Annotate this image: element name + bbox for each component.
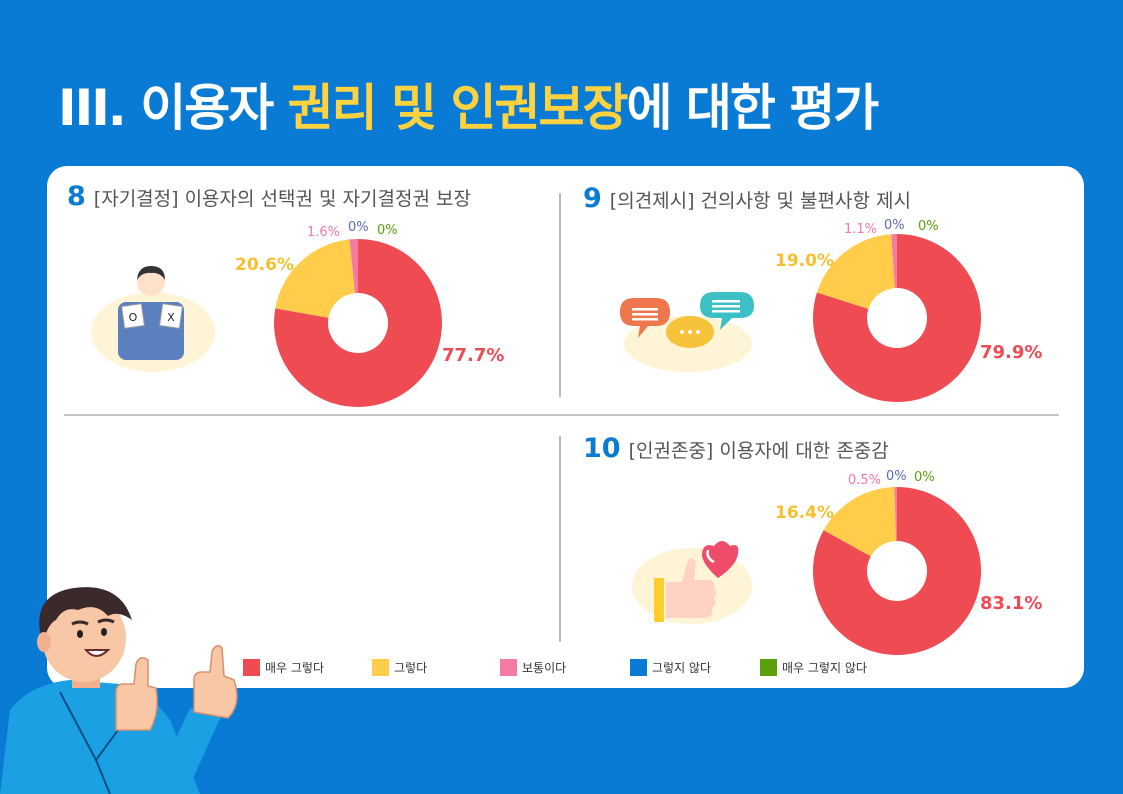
data-label-1: 19.0% xyxy=(775,251,834,271)
legend-item-neutral: 보통이다 xyxy=(500,659,566,676)
svg-text:O: O xyxy=(129,311,138,324)
legend-item-very-agree: 매우 그렇다 xyxy=(243,659,324,676)
question-9-text: [의견제시] 건의사항 및 불편사항 제시 xyxy=(609,190,911,212)
data-label-4: 0% xyxy=(377,223,398,238)
thumbs-up-character-illustration xyxy=(0,587,238,794)
question-10-number: 10 xyxy=(583,433,621,464)
donut-slice-2 xyxy=(894,487,897,542)
donut-slice-0 xyxy=(813,487,981,655)
legend-label: 보통이다 xyxy=(522,661,567,675)
page-title-prefix: III. 이용자 xyxy=(58,79,288,137)
data-label-3: 0% xyxy=(884,218,905,233)
question-10-heading: 10 [인권존중] 이용자에 대한 존중감 xyxy=(583,433,889,464)
legend-item-disagree: 그렇지 않다 xyxy=(630,659,711,676)
data-label-3: 0% xyxy=(886,469,907,484)
legend-swatch xyxy=(500,659,517,676)
speech-bubbles-icon xyxy=(620,292,754,372)
donut-slice-0 xyxy=(273,239,442,407)
legend-label: 매우 그렇다 xyxy=(265,661,325,675)
question-10-text: [인권존중] 이용자에 대한 존중감 xyxy=(628,440,889,462)
person-ox-cards-icon: O X xyxy=(91,266,215,372)
vertical-divider-bottom xyxy=(559,436,561,642)
question-9-number: 9 xyxy=(583,183,602,214)
data-label-0: 79.9% xyxy=(980,342,1042,363)
horizontal-divider xyxy=(64,414,1059,416)
donut-slice-0 xyxy=(813,234,981,402)
legend-swatch xyxy=(243,659,260,676)
data-label-4: 0% xyxy=(914,470,935,485)
data-label-4: 0% xyxy=(918,219,939,234)
question-9-heading: 9 [의견제시] 건의사항 및 불편사항 제시 xyxy=(583,183,911,214)
legend-swatch xyxy=(630,659,647,676)
page-title: III. 이용자 권리 및 인권보장에 대한 평가 xyxy=(58,68,879,140)
donut-slice-1 xyxy=(816,234,895,309)
question-8-number: 8 xyxy=(67,181,86,212)
page-title-suffix: 에 대한 평가 xyxy=(626,79,879,137)
donut-slice-2 xyxy=(891,234,897,289)
svg-text:X: X xyxy=(167,311,175,324)
legend-label: 그렇다 xyxy=(394,661,428,675)
legend-swatch xyxy=(372,659,389,676)
legend-item-very-disagree: 매우 그렇지 않다 xyxy=(760,659,867,676)
data-label-2: 1.6% xyxy=(307,225,340,240)
donut-slice-2 xyxy=(349,239,358,294)
data-label-0: 83.1% xyxy=(980,593,1042,614)
donut-slice-1 xyxy=(823,487,897,557)
thumbs-up-heart-icon xyxy=(632,541,752,624)
data-label-1: 16.4% xyxy=(775,503,834,523)
legend-item-agree: 그렇다 xyxy=(372,659,427,676)
data-label-3: 0% xyxy=(348,220,369,235)
donut-slice-1 xyxy=(275,239,355,318)
data-label-2: 0.5% xyxy=(848,473,881,488)
question-8-text: [자기결정] 이용자의 선택권 및 자기결정권 보장 xyxy=(93,188,471,210)
legend-label: 그렇지 않다 xyxy=(652,661,712,675)
page-title-highlight: 권리 및 인권보장 xyxy=(287,79,629,137)
data-label-0: 77.7% xyxy=(442,345,504,366)
question-8-heading: 8 [자기결정] 이용자의 선택권 및 자기결정권 보장 xyxy=(67,181,471,212)
chart-legend: 매우 그렇다 그렇다 보통이다 그렇지 않다 매우 그렇지 않다 xyxy=(0,659,1123,679)
data-label-1: 20.6% xyxy=(235,255,294,275)
data-label-2: 1.1% xyxy=(844,222,877,237)
vertical-divider-top xyxy=(559,193,561,397)
legend-label: 매우 그렇지 않다 xyxy=(782,661,867,675)
legend-swatch xyxy=(760,659,777,676)
